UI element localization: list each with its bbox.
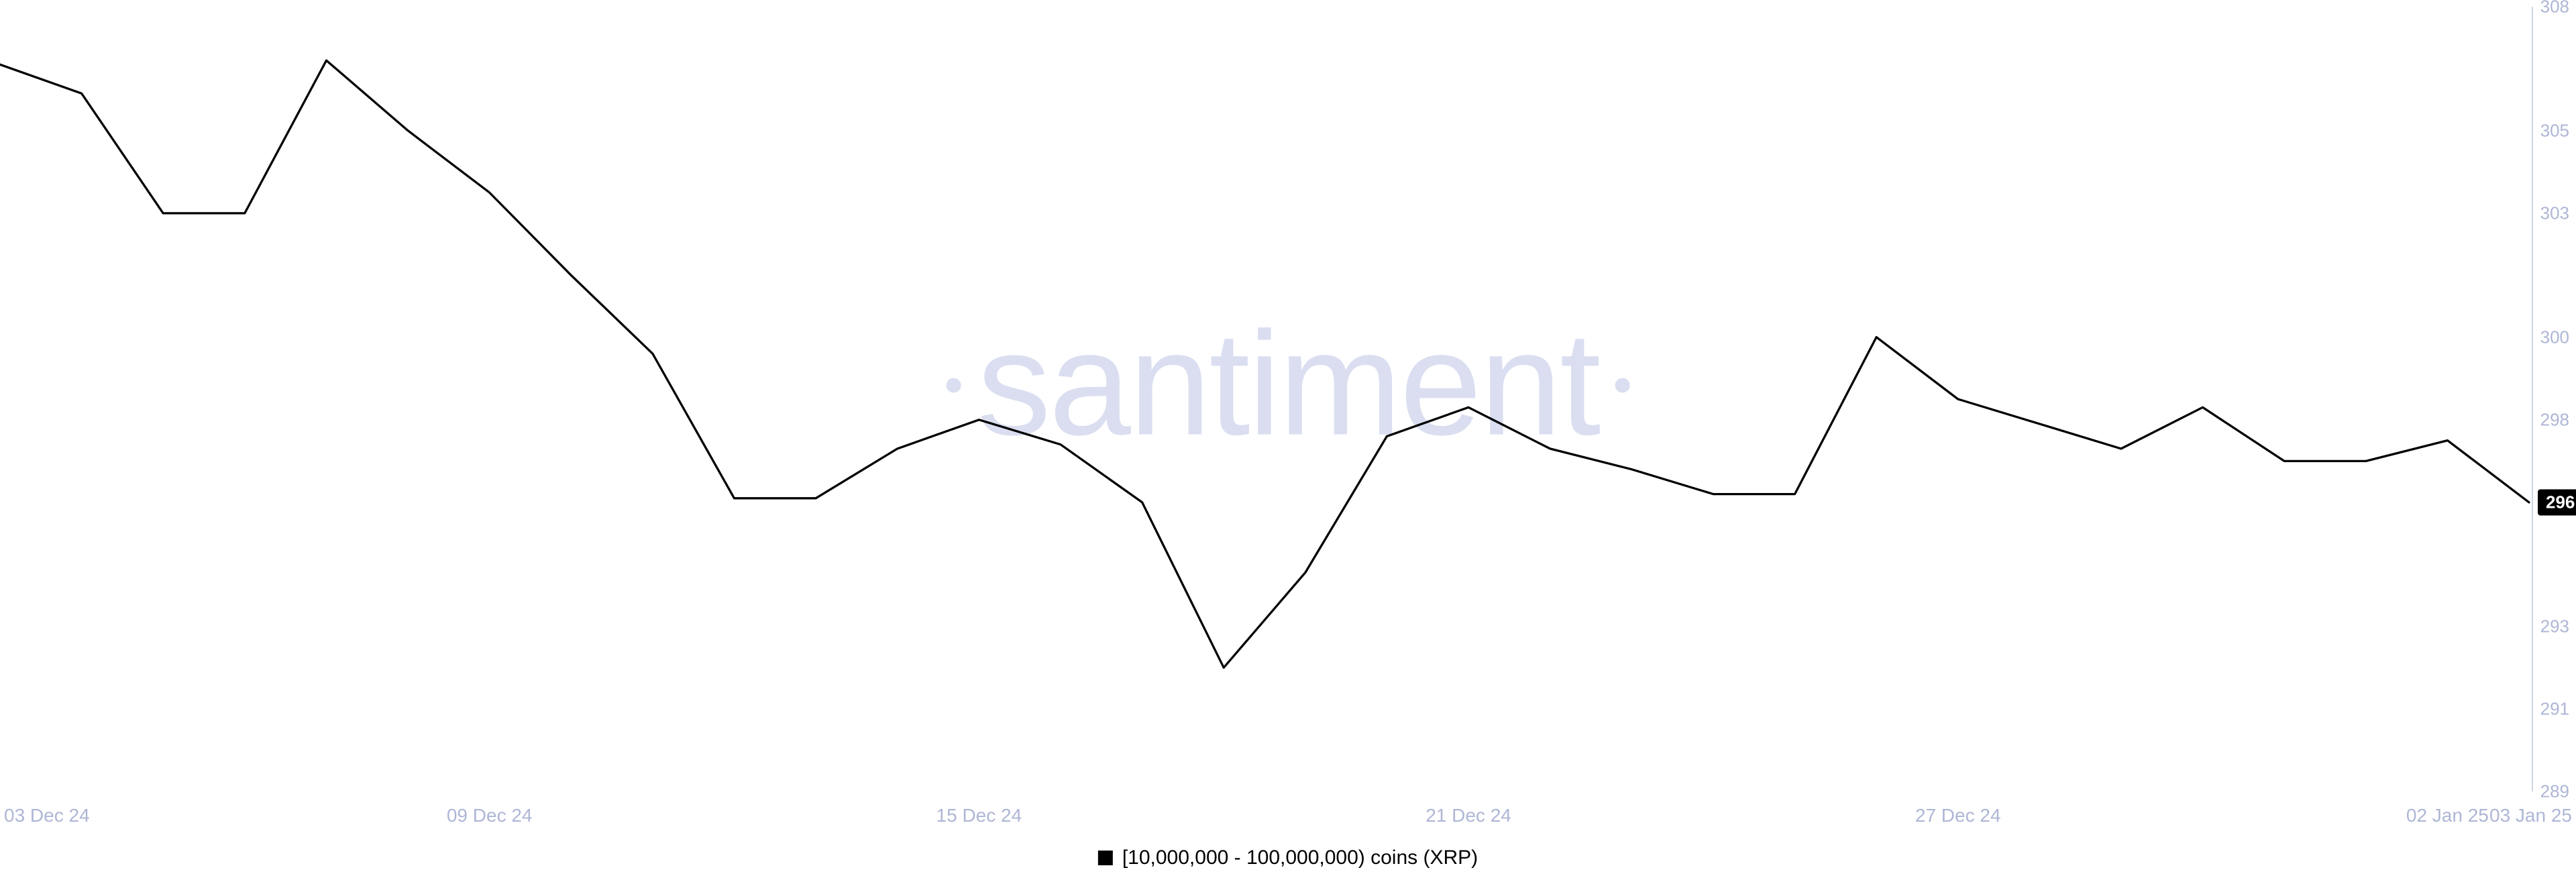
x-tick-label: 03 Dec 24 <box>4 805 90 826</box>
y-tick-label: 305 <box>2540 120 2569 141</box>
x-tick-label: 15 Dec 24 <box>936 805 1022 826</box>
series-line <box>0 60 2529 667</box>
x-tick-label: 02 Jan 25 <box>2406 805 2489 826</box>
x-tick-label: 09 Dec 24 <box>447 805 533 826</box>
y-tick-label: 300 <box>2540 327 2569 347</box>
legend-label: [10,000,000 - 100,000,000) coins (XRP) <box>1122 847 1478 869</box>
x-tick-label: 21 Dec 24 <box>1426 805 1511 826</box>
last-value-badge-text: 296 <box>2546 492 2575 512</box>
y-tick-label: 291 <box>2540 698 2569 719</box>
y-tick-label: 298 <box>2540 409 2569 430</box>
last-value-badge: 296 <box>2538 489 2576 515</box>
y-tick-label: 293 <box>2540 616 2569 637</box>
x-tick-label: 27 Dec 24 <box>1915 805 2001 826</box>
y-tick-label: 308 <box>2540 0 2569 17</box>
y-tick-label: 289 <box>2540 781 2569 802</box>
x-tick-label: 03 Jan 25 <box>2489 805 2572 826</box>
y-tick-label: 303 <box>2540 203 2569 223</box>
legend: [10,000,000 - 100,000,000) coins (XRP) <box>1098 847 1478 869</box>
legend-swatch <box>1098 851 1113 865</box>
chart-svg <box>0 0 2576 872</box>
line-chart: santiment 03 Dec 2409 Dec 2415 Dec 2421 … <box>0 0 2576 872</box>
